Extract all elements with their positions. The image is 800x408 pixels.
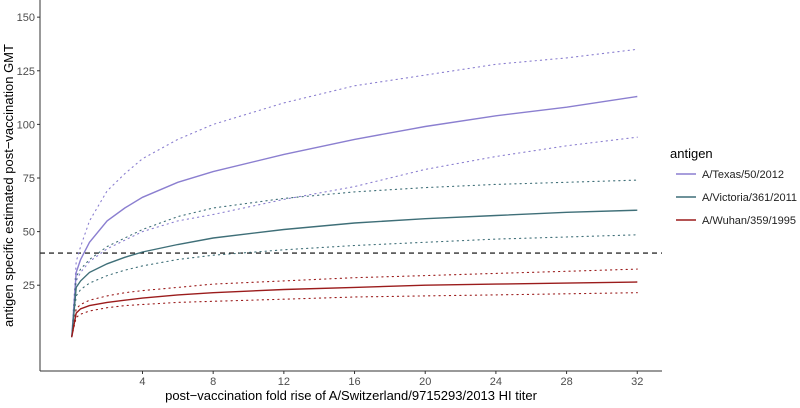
- x-axis-label: post−vaccination fold rise of A/Switzerl…: [165, 388, 537, 403]
- x-tick-label: 4: [139, 376, 145, 388]
- series-lower-ci-line: [71, 292, 638, 338]
- legend-layer: antigen A/Texas/50/2012 A/Victoria/361/201…: [670, 146, 797, 227]
- series-layer: [40, 48, 662, 338]
- x-tick-label: 16: [348, 376, 360, 388]
- series-group: [71, 179, 638, 338]
- series-line: [71, 281, 638, 337]
- y-tick-label: 25: [23, 280, 35, 292]
- legend-title: antigen: [670, 146, 713, 161]
- x-tick-label: 8: [210, 376, 216, 388]
- series-upper-ci-line: [71, 179, 638, 338]
- series-upper-ci-line: [71, 268, 638, 338]
- legend-label: A/Texas/50/2012: [702, 169, 784, 181]
- y-tick-label: 125: [17, 66, 35, 78]
- x-tick-label: 32: [631, 376, 643, 388]
- y-tick-label: 50: [23, 227, 35, 239]
- series-upper-ci-line: [71, 48, 638, 338]
- x-tick-label: 28: [560, 376, 572, 388]
- x-tick-label: 12: [278, 376, 290, 388]
- y-axis-label: antigen specific estimated post−vaccinat…: [1, 44, 16, 327]
- series-group: [71, 268, 638, 338]
- series-group: [71, 48, 638, 338]
- y-tick-label: 150: [17, 12, 35, 24]
- series-line: [71, 95, 638, 337]
- y-tick-label: 100: [17, 119, 35, 131]
- legend-label: A/Victoria/361/2011: [702, 192, 797, 204]
- series-lower-ci-line: [71, 136, 638, 338]
- x-tick-label: 24: [490, 376, 502, 388]
- legend-label: A/Wuhan/359/1995: [702, 215, 796, 227]
- x-tick-label: 20: [419, 376, 431, 388]
- y-tick-label: 75: [23, 173, 35, 185]
- axis-layer: 25 50 75 100 125 150 4 8 12 16 20 24 28 32 post−vaccin…: [1, 0, 662, 403]
- series-lower-ci-line: [71, 234, 638, 338]
- series-line: [71, 209, 638, 337]
